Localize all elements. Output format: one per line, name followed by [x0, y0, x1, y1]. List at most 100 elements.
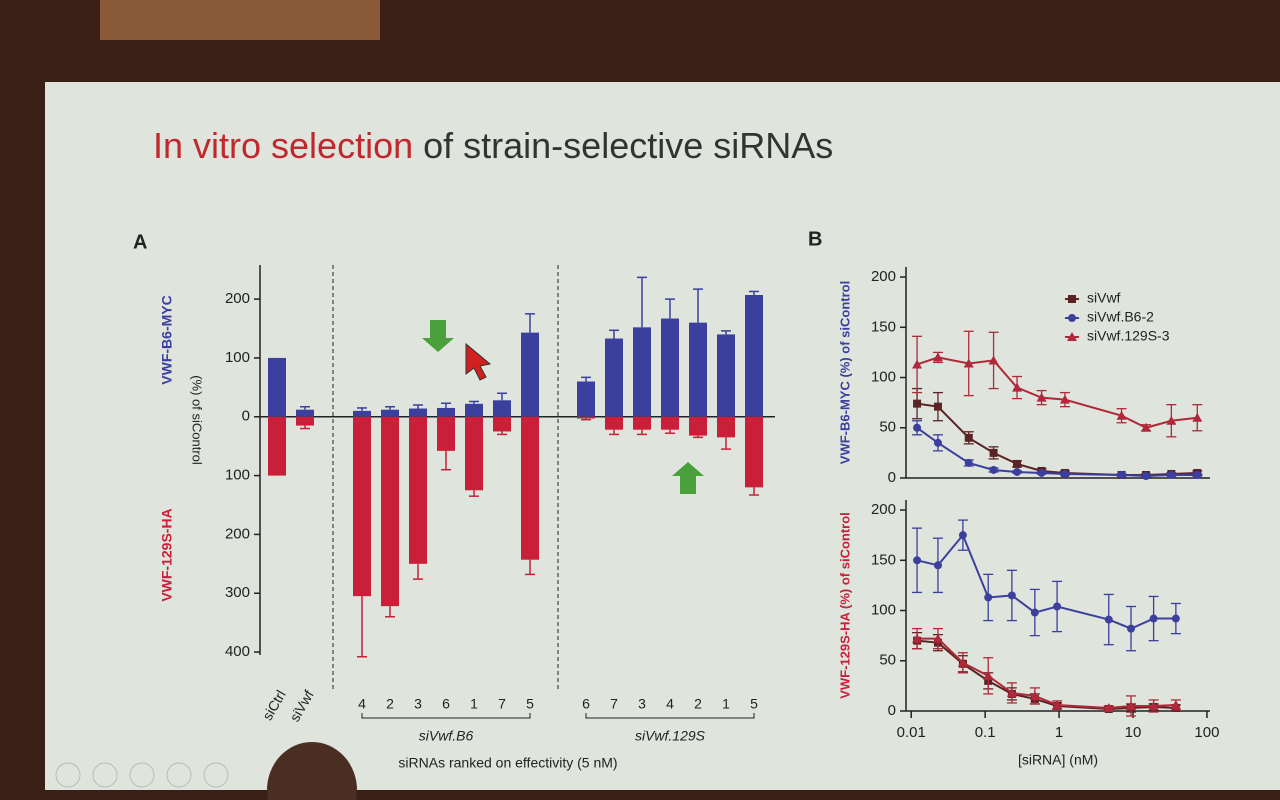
- tool-icon[interactable]: [166, 762, 192, 788]
- point: [1126, 700, 1137, 710]
- tool-icon[interactable]: [203, 762, 229, 788]
- bar: [296, 416, 314, 426]
- bar: [353, 416, 371, 597]
- error-bar: [749, 290, 759, 295]
- bar: [465, 403, 483, 417]
- point: [989, 465, 998, 474]
- tool-icon[interactable]: [129, 762, 155, 788]
- point: [1149, 614, 1158, 623]
- head: [267, 742, 357, 800]
- title-highlight: In vitro selection: [153, 125, 413, 166]
- point: [1167, 470, 1176, 479]
- bar: [268, 416, 286, 476]
- x-axis-label: siRNAs ranked on effectivity (5 nM): [398, 755, 617, 771]
- point: [1060, 469, 1069, 478]
- point: [1104, 615, 1113, 624]
- y-tick-label: 0: [888, 469, 896, 486]
- bar: [745, 295, 763, 417]
- bar: [717, 416, 735, 438]
- y-tick-label: 0: [888, 702, 896, 719]
- error-bar: [525, 313, 535, 333]
- bar: [437, 416, 455, 451]
- y-axis-label: (%) of siControl: [190, 375, 205, 465]
- bar: [633, 416, 651, 430]
- error-bar: [637, 429, 647, 436]
- x-tick-label: 0.01: [897, 724, 926, 741]
- y-tick-label: 0: [242, 408, 250, 425]
- error-bar: [693, 435, 703, 439]
- point: [912, 359, 923, 369]
- legend-marker: [1068, 295, 1076, 303]
- point: [1141, 422, 1152, 432]
- bar: [605, 338, 623, 417]
- point: [1142, 471, 1151, 480]
- point: [989, 448, 998, 457]
- point: [1116, 410, 1127, 420]
- error-bar: [300, 425, 310, 430]
- x-tick-label: 3: [414, 696, 422, 712]
- point: [1013, 459, 1022, 468]
- point: [1192, 412, 1203, 422]
- point: [933, 402, 942, 411]
- point: [1013, 467, 1022, 476]
- tool-icon[interactable]: [55, 762, 81, 788]
- bar: [661, 416, 679, 430]
- error-bar: [721, 437, 731, 450]
- y-tick-label: 50: [879, 652, 896, 669]
- series-label: VWF-B6-MYC: [159, 295, 175, 384]
- bar: [689, 416, 707, 436]
- toolbar: [55, 762, 229, 788]
- error-bar: [581, 376, 591, 382]
- bar: [605, 416, 623, 430]
- y-tick-label: 100: [871, 368, 896, 385]
- group-label: siVwf.B6: [419, 728, 474, 744]
- bar: [296, 409, 314, 417]
- legend-marker: [1068, 314, 1076, 322]
- series-label: VWF-129S-HA: [159, 508, 175, 601]
- error-bar: [693, 288, 703, 323]
- y-tick-label: 300: [225, 584, 250, 601]
- error-bar: [721, 330, 731, 335]
- point: [983, 670, 994, 680]
- point: [1171, 614, 1180, 623]
- point: [1053, 602, 1062, 611]
- point: [1166, 415, 1177, 425]
- error-bar: [357, 596, 367, 658]
- y-axis-label: VWF-129S-HA (%) of siControl: [837, 512, 852, 699]
- green-arrow-down: [422, 320, 454, 352]
- point: [1127, 624, 1136, 633]
- error-bar: [385, 606, 395, 618]
- group-label: siVwf.129S: [635, 728, 706, 744]
- error-bar: [525, 559, 535, 576]
- point: [932, 352, 943, 362]
- panel-label: A: [133, 231, 147, 253]
- error-bar: [665, 429, 675, 434]
- tool-icon[interactable]: [92, 762, 118, 788]
- bar: [661, 318, 679, 417]
- x-tick-label: 0.1: [975, 724, 996, 741]
- error-bar: [497, 431, 507, 436]
- error-bar: [609, 329, 619, 339]
- error-bar: [497, 392, 507, 401]
- x-tick-label: 6: [442, 696, 450, 712]
- bar: [268, 357, 286, 417]
- x-tick-label: 10: [1125, 724, 1142, 741]
- x-tick-label: 6: [582, 696, 590, 712]
- bar: [409, 416, 427, 564]
- point: [1036, 392, 1047, 402]
- x-tick-label: 1: [1055, 724, 1063, 741]
- green-arrow-up: [672, 462, 704, 494]
- point: [913, 399, 922, 408]
- bar: [521, 332, 539, 417]
- error-bar: [385, 406, 395, 410]
- y-tick-label: 200: [871, 501, 896, 518]
- point: [1193, 470, 1202, 479]
- point: [933, 561, 942, 570]
- error-bar: [637, 276, 647, 328]
- point: [1007, 591, 1016, 600]
- error-bar: [469, 490, 479, 497]
- y-tick-label: 200: [225, 290, 250, 307]
- bar: [577, 381, 595, 417]
- bar: [521, 416, 539, 560]
